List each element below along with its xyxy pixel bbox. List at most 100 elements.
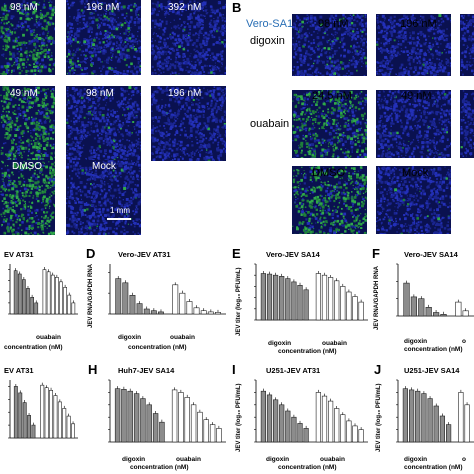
chart-i-ylabel: JEV titer (log₁₀ PFU/mL): [236, 383, 242, 452]
bar: [315, 273, 321, 321]
bar: [358, 301, 364, 321]
bar: [260, 273, 267, 321]
label-a-196: 196 nM: [86, 2, 120, 13]
bar: [440, 313, 447, 317]
drug-label-ouabain: ouabain: [250, 118, 290, 130]
chart-h-title: Huh7-JEV SA14: [118, 366, 175, 375]
chart-h-group-digoxin: digoxin: [122, 456, 146, 463]
bar: [34, 302, 39, 315]
bar: [193, 307, 200, 315]
chart-h: [108, 379, 226, 443]
bar: [402, 388, 409, 443]
chart-e-group-ouabain: ouabain: [322, 340, 347, 347]
label-b-196: 196 nM: [400, 18, 437, 30]
tile-a-r3c1: [0, 160, 55, 235]
tile-b-r3c2: [376, 166, 451, 234]
label-b-98: 98 nM: [318, 18, 349, 30]
bar: [159, 421, 165, 443]
label-b-dmso: DMSO: [312, 167, 345, 179]
chart-f-title: Vero-JEV SA14: [404, 250, 458, 259]
bar: [418, 298, 425, 317]
bar: [315, 392, 321, 443]
bar: [421, 393, 427, 443]
chart-j-group-digoxin: digoxin: [404, 456, 428, 463]
chart-f-group-digoxin: digoxin: [404, 338, 428, 345]
bar: [190, 404, 197, 443]
chart-f-xlabel: concentration (nM): [404, 346, 463, 353]
bar: [197, 411, 203, 443]
bar: [285, 278, 291, 321]
chart-g-title: EV AT31: [4, 366, 34, 375]
chart-h-xlabel: concentration (nM): [130, 464, 189, 471]
bar: [272, 274, 279, 321]
bar: [352, 425, 358, 443]
bar: [71, 423, 76, 439]
bar: [403, 282, 410, 317]
tile-b-r2c2: [376, 90, 451, 158]
bar: [42, 269, 47, 315]
tile-b-r3c1: [292, 166, 367, 234]
bar: [143, 308, 150, 315]
label-a-mock: Mock: [92, 161, 116, 172]
label-a-49: 49 nM: [10, 88, 38, 99]
bar: [328, 277, 334, 321]
bar: [445, 424, 452, 443]
bar: [346, 291, 352, 321]
bar: [133, 393, 140, 443]
bar: [157, 311, 164, 315]
bar: [22, 402, 27, 439]
bar: [31, 424, 36, 439]
bar: [207, 311, 214, 315]
bar: [13, 386, 18, 439]
chart-h-group-ouabain: ouabain: [176, 456, 201, 463]
bar: [18, 392, 23, 439]
bar: [122, 282, 129, 315]
tile-a-r2c3: [151, 86, 226, 161]
bar: [171, 389, 178, 443]
chart-i-group-digoxin: digoxin: [266, 456, 290, 463]
chart-f-ylabel: JEV RNA/GAPDH RNA: [374, 265, 380, 330]
bar: [54, 276, 59, 315]
bar: [432, 312, 440, 317]
chart-g: [8, 380, 78, 439]
chart-j-title: U251-JEV SA14: [404, 366, 460, 375]
bar: [203, 419, 209, 443]
chart-d-group-digoxin: digoxin: [118, 334, 142, 341]
bar: [297, 284, 303, 321]
bar: [297, 423, 303, 443]
chart-d-ylabel: JEV RNA/GAPDH RNA: [88, 263, 94, 328]
chart-c: [8, 264, 78, 315]
bar: [455, 301, 462, 317]
bar: [462, 310, 469, 317]
chart-d-xlabel: concentration (nM): [128, 344, 187, 351]
tile-b-r2c3: [460, 90, 474, 158]
bar: [408, 389, 415, 443]
bar: [334, 280, 340, 321]
tile-a-r1c2: [66, 0, 141, 75]
bar: [129, 294, 136, 315]
chart-d-title: Vero-JEV AT31: [118, 250, 171, 259]
bar: [464, 404, 470, 443]
bar: [67, 294, 72, 315]
bar: [291, 416, 297, 443]
bar: [427, 398, 433, 443]
bar: [59, 281, 63, 315]
bar: [66, 415, 71, 439]
bar: [63, 286, 67, 315]
bar: [27, 415, 31, 439]
chart-e: [254, 263, 368, 321]
chart-f: [396, 263, 474, 317]
bar: [321, 274, 328, 321]
label-a-392: 392 nM: [168, 2, 202, 13]
bar: [415, 390, 421, 443]
panel-letter-f: F: [372, 246, 380, 261]
bar: [352, 296, 358, 321]
bar: [172, 284, 179, 315]
bar: [410, 296, 418, 317]
bar: [50, 274, 55, 315]
bar: [121, 389, 127, 443]
bar: [152, 413, 159, 443]
chart-i-title: U251-JEV AT31: [266, 366, 321, 375]
tile-b-r1c3: [460, 14, 474, 76]
panel-letter-i: I: [232, 362, 236, 377]
